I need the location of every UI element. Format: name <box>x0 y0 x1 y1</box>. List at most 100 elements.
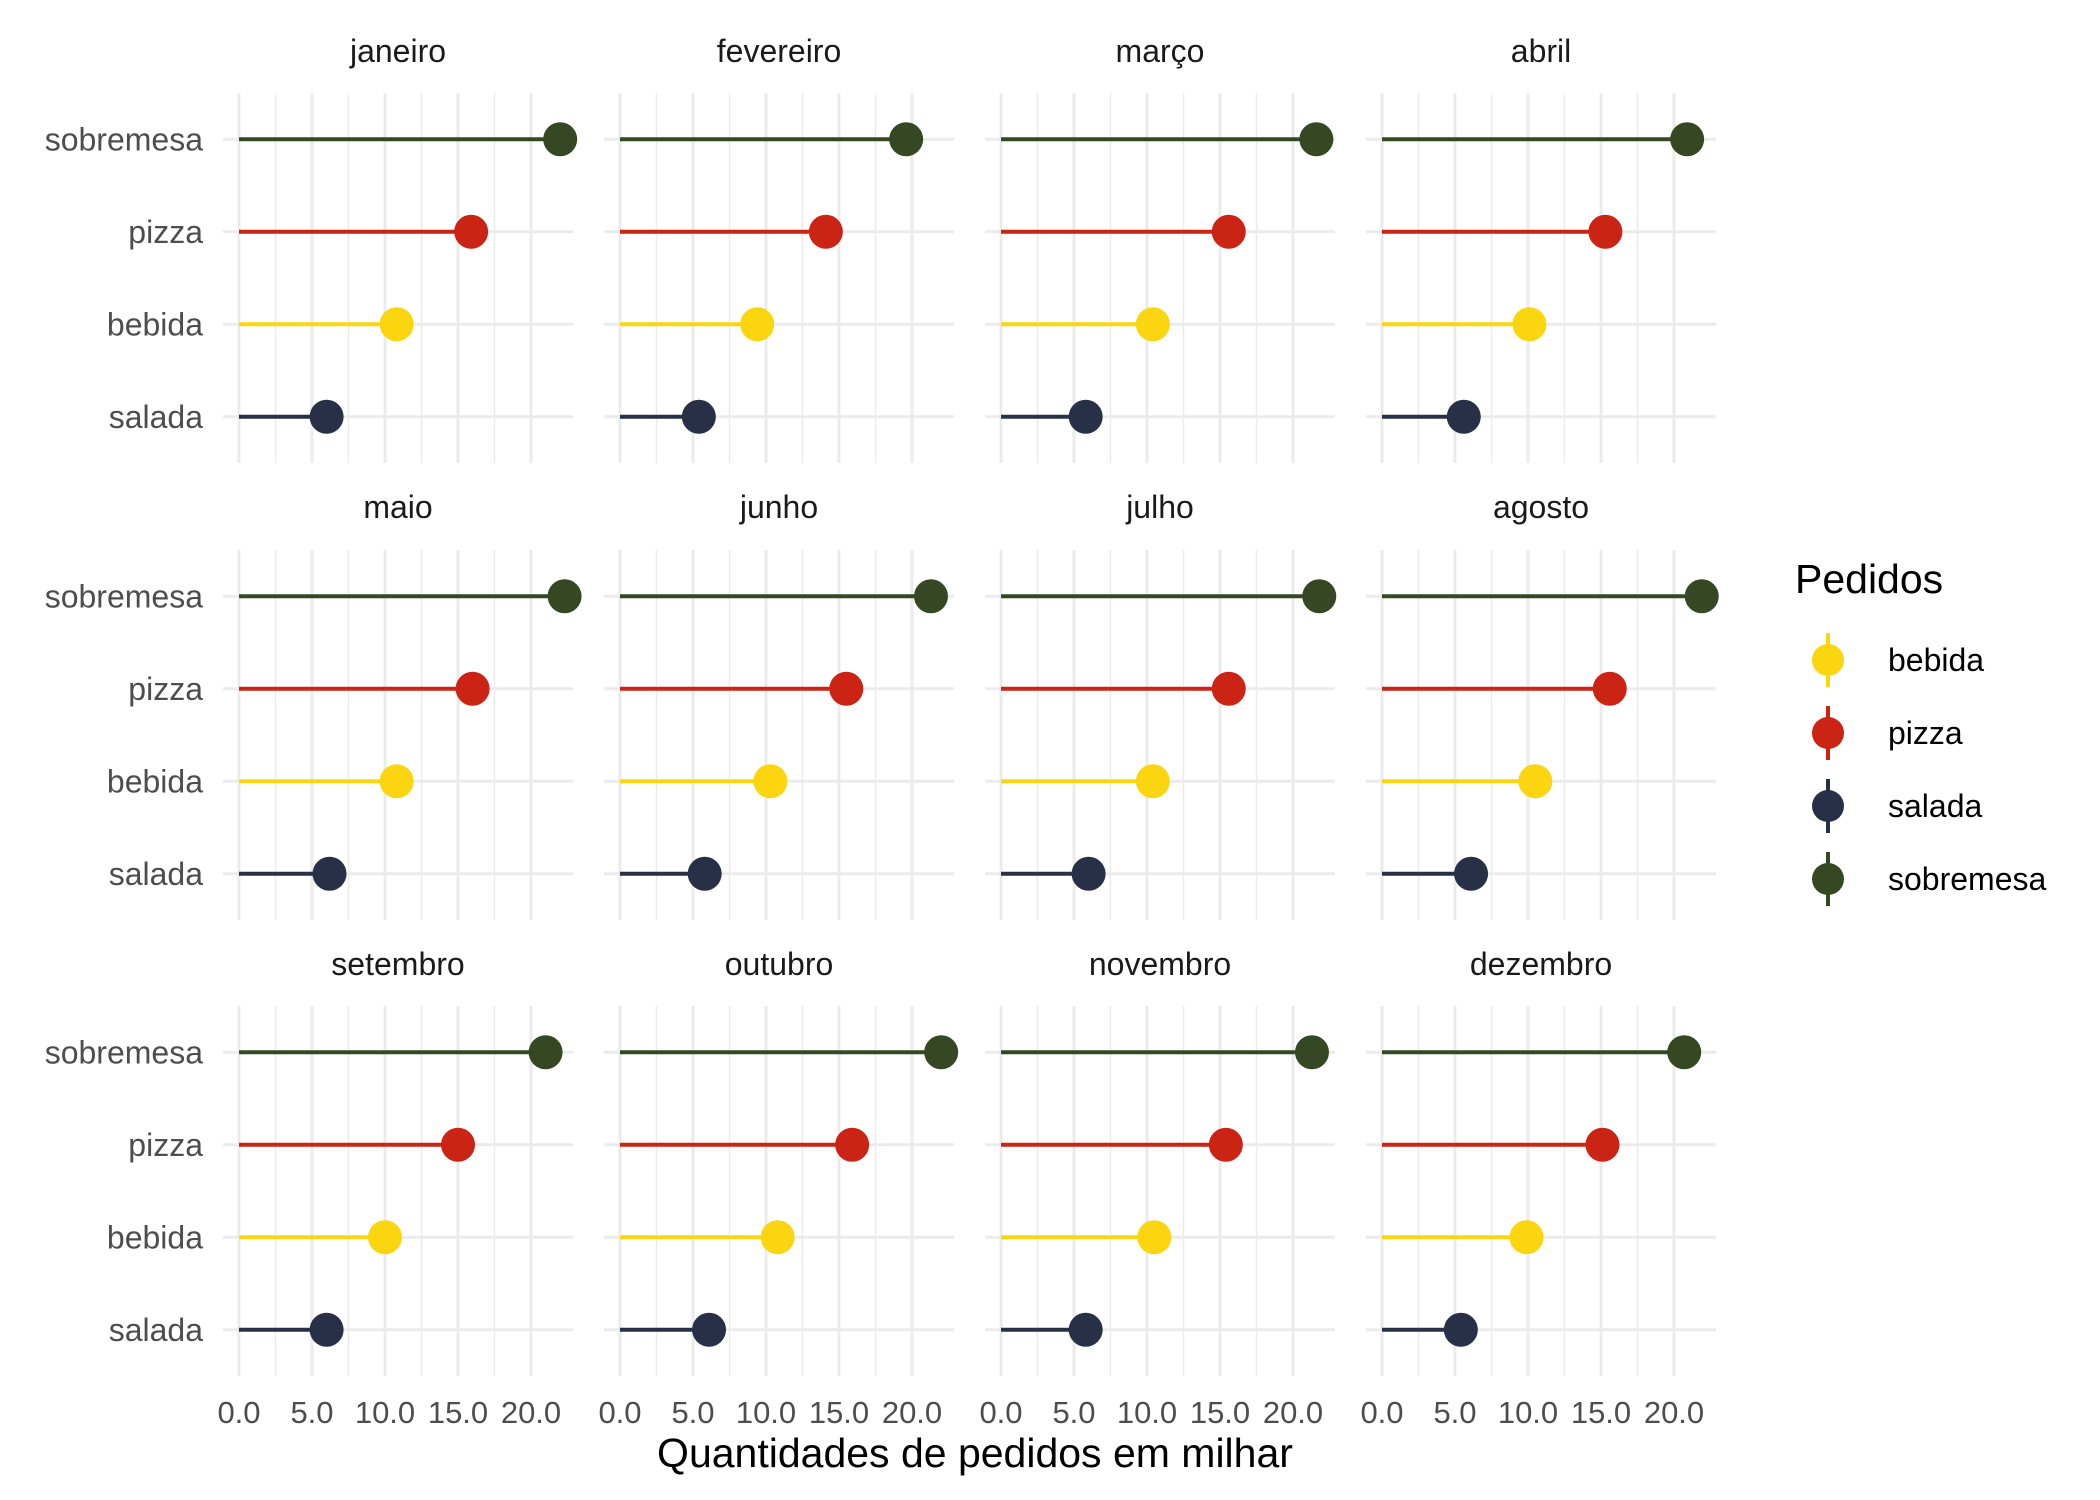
x-tick-label: 15.0 <box>1190 1395 1250 1430</box>
facet-strip-label: janeiro <box>349 33 446 69</box>
lollipop-point-bebida <box>368 1220 402 1255</box>
facet-panel-julho: julho <box>985 489 1337 920</box>
facet-strip-label: abril <box>1511 33 1571 69</box>
y-tick-label: bebida <box>107 306 203 342</box>
facet-panel-junho: junho <box>604 489 954 920</box>
y-tick-label: pizza <box>128 214 203 250</box>
lollipop-point-pizza <box>1208 1127 1243 1162</box>
y-tick-label: sobremesa <box>45 121 204 157</box>
x-tick-label: 5.0 <box>1052 1395 1095 1430</box>
lollipop-point-salada <box>1068 399 1103 434</box>
lollipop-point-pizza <box>1585 1127 1620 1162</box>
facet-panel-setembro: setembro salada bebida pizza sobremesa 0.0 5.0… <box>45 946 573 1430</box>
x-tick-label: 5.0 <box>671 1395 714 1430</box>
lollipop-point-pizza <box>835 1127 870 1162</box>
facet-strip-label: fevereiro <box>717 33 842 69</box>
lollipop-point-pizza <box>829 671 864 706</box>
y-tick-label: salada <box>109 399 204 435</box>
lollipop-point-salada <box>309 1312 344 1347</box>
y-tick-label: sobremesa <box>45 578 204 614</box>
facet-panel-fevereiro: fevereiro <box>604 33 954 463</box>
facet-strip-label: maio <box>363 489 432 525</box>
x-tick-label: 10.0 <box>736 1395 796 1430</box>
lollipop-point-salada <box>1454 856 1489 891</box>
y-tick-label: bebida <box>107 763 203 799</box>
legend-label: bebida <box>1888 642 1984 678</box>
lollipop-point-bebida <box>1135 307 1170 342</box>
lollipop-point-salada <box>1443 1312 1478 1347</box>
lollipop-point-salada <box>309 399 344 434</box>
y-tick-label: bebida <box>107 1219 203 1255</box>
x-tick-label: 15.0 <box>1571 1395 1631 1430</box>
legend-key-point <box>1812 644 1844 676</box>
x-tick-label: 20.0 <box>1644 1395 1704 1430</box>
lollipop-point-bebida <box>760 1220 795 1255</box>
lollipop-point-salada <box>1068 1312 1103 1347</box>
facet-panel-abril: abril <box>1366 33 1716 463</box>
lollipop-point-sobremesa <box>924 1035 959 1070</box>
x-tick-label: 20.0 <box>1263 1395 1323 1430</box>
lollipop-point-pizza <box>1211 671 1246 706</box>
legend-item-salada: salada <box>1812 779 1983 833</box>
x-tick-label: 20.0 <box>501 1395 561 1430</box>
lollipop-point-sobremesa <box>889 122 924 157</box>
legend-key-point <box>1812 790 1844 822</box>
facet-strip-label: março <box>1116 33 1205 69</box>
lollipop-point-pizza <box>455 671 490 706</box>
lollipop-point-bebida <box>1518 764 1553 799</box>
lollipop-point-sobremesa <box>1294 1035 1329 1070</box>
lollipop-point-bebida <box>379 307 414 342</box>
lollipop-point-sobremesa <box>1667 1035 1702 1070</box>
facet-panels: janeiro salada bebida pizza sobremesa feverei… <box>45 33 1719 1430</box>
facet-strip-label: setembro <box>331 946 464 982</box>
facet-panel-dezembro: dezembro 0.0 5.0 10.0 15.0 20.0 <box>1360 946 1716 1430</box>
facet-strip-label: outubro <box>725 946 834 982</box>
x-tick-label: 10.0 <box>1498 1395 1558 1430</box>
legend-key-point <box>1812 717 1844 749</box>
x-tick-label: 5.0 <box>1433 1395 1476 1430</box>
x-tick-label: 0.0 <box>1360 1395 1403 1430</box>
lollipop-point-sobremesa <box>1684 579 1719 614</box>
y-tick-label: pizza <box>128 671 203 707</box>
legend-item-pizza: pizza <box>1812 706 1963 760</box>
facet-panel-maio: maio salada bebida pizza sobremesa <box>45 489 582 920</box>
facet-strip-label: agosto <box>1493 489 1589 525</box>
x-tick-label: 15.0 <box>809 1395 869 1430</box>
lollipop-point-pizza <box>1588 214 1623 249</box>
lollipop-point-bebida <box>1509 1220 1544 1255</box>
legend-key-point <box>1812 863 1844 895</box>
lollipop-point-salada <box>312 856 347 891</box>
legend-item-bebida: bebida <box>1812 633 1984 687</box>
facet-panel-março: março <box>985 33 1335 463</box>
lollipop-point-sobremesa <box>547 579 582 614</box>
lollipop-point-bebida <box>1137 1220 1172 1255</box>
facet-panel-outubro: outubro 0.0 5.0 10.0 15.0 20.0 <box>598 946 959 1430</box>
lollipop-point-pizza <box>441 1127 475 1162</box>
lollipop-point-bebida <box>1135 764 1170 799</box>
lollipop-point-pizza <box>454 214 489 249</box>
lollipop-point-salada <box>1446 399 1481 434</box>
x-tick-label: 10.0 <box>355 1395 415 1430</box>
lollipop-point-bebida <box>1512 307 1547 342</box>
lollipop-point-sobremesa <box>1670 122 1705 157</box>
facet-strip-label: junho <box>739 489 818 525</box>
facet-panel-agosto: agosto <box>1366 489 1719 920</box>
lollipop-point-bebida <box>379 764 414 799</box>
lollipop-point-salada <box>687 856 722 891</box>
legend-label: sobremesa <box>1888 861 2047 897</box>
x-tick-label: 10.0 <box>1117 1395 1177 1430</box>
lollipop-point-sobremesa <box>913 579 948 614</box>
y-tick-label: salada <box>109 856 204 892</box>
lollipop-point-bebida <box>740 307 775 342</box>
legend-label: salada <box>1888 788 1983 824</box>
x-tick-label: 0.0 <box>217 1395 260 1430</box>
lollipop-point-pizza <box>808 214 843 249</box>
legend-item-sobremesa: sobremesa <box>1812 852 2047 906</box>
x-tick-label: 15.0 <box>428 1395 488 1430</box>
facet-strip-label: julho <box>1125 489 1194 525</box>
lollipop-point-sobremesa <box>1299 122 1334 157</box>
facet-strip-label: novembro <box>1089 946 1231 982</box>
lollipop-point-salada <box>692 1312 727 1347</box>
lollipop-point-salada <box>681 399 716 434</box>
